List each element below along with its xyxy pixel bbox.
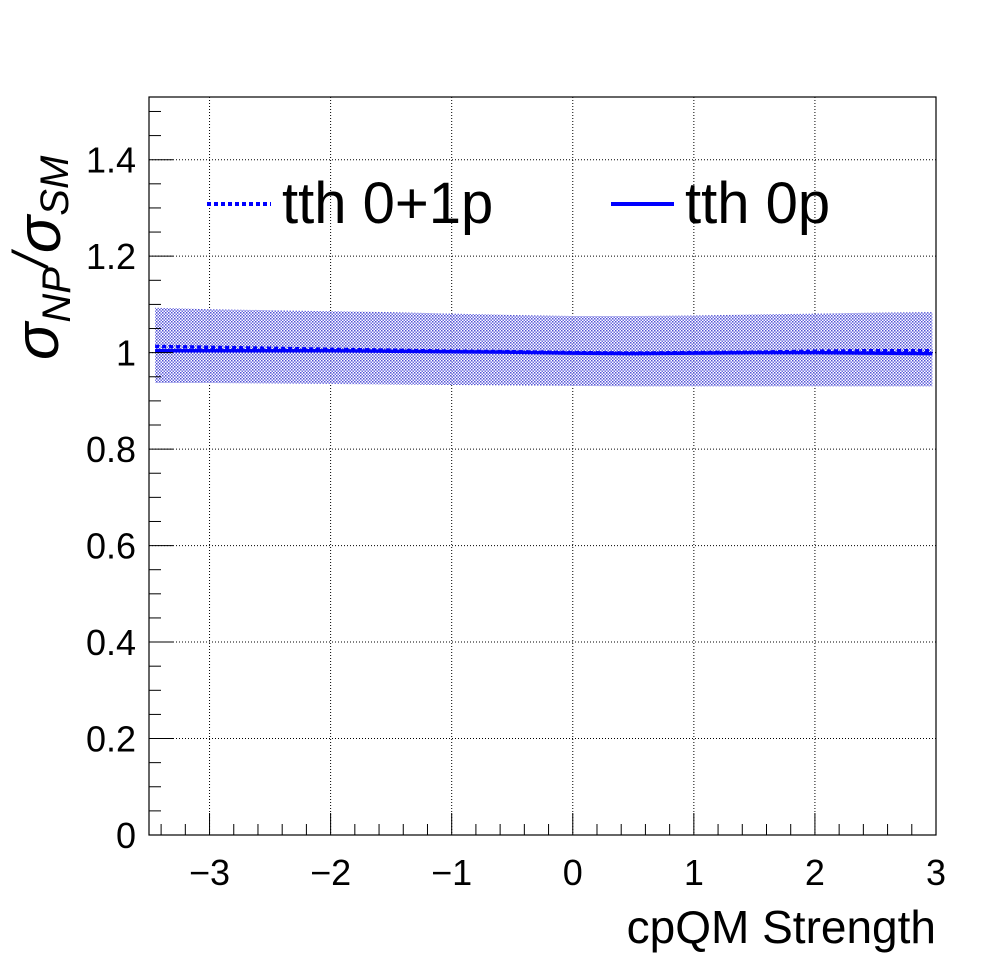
legend-label-tth-0p: tth 0p [685,171,830,236]
axis-ticks: −3 −2 −1 0 1 2 3 0 0.2 0.4 0.6 0.8 1 1.2 1.4 [86,110,946,893]
x-tick-label: 1 [684,852,704,893]
y-tick-label: 1.4 [86,140,136,181]
x-tick-label: −2 [310,852,351,893]
y-title-sub-den: SM [33,155,77,216]
y-title-sigma-den: σ [5,213,74,253]
y-title-sub-num: NP [35,267,79,323]
series-lines [155,344,933,356]
y-axis-title: σNP/σSM [3,155,79,360]
y-tick-label: 0 [116,815,136,856]
y-tick-label: 0.2 [86,719,136,760]
svg-text:σNP/σSM: σNP/σSM [3,155,79,360]
legend: tth 0+1p tth 0p [207,171,830,236]
x-tick-label: −1 [431,852,472,893]
y-tick-label: 0.8 [86,429,136,470]
y-tick-label: 1 [116,333,136,374]
series-line-tth-0p [155,348,933,356]
x-axis-title: cpQM Strength [627,901,936,953]
y-tick-label: 1.2 [86,236,136,277]
plot-frame [148,96,937,836]
uncertainty-band-area [155,307,933,387]
y-title-slash: / [3,248,59,270]
x-tick-label: 2 [805,852,825,893]
y-title-sigma-num: σ [3,320,72,360]
y-tick-label: 0.6 [86,526,136,567]
legend-label-tth-0-1p: tth 0+1p [282,171,493,236]
x-tick-label: 0 [563,852,583,893]
y-tick-label: 0.4 [86,622,136,663]
x-tick-label: −3 [189,852,230,893]
uncertainty-band [155,307,933,387]
x-tick-label: 3 [926,852,946,893]
